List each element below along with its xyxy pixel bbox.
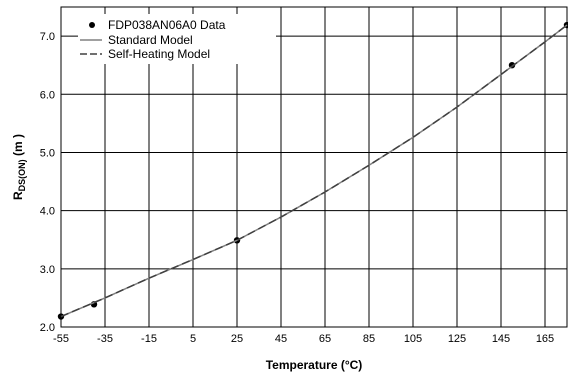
x-axis-ticks: -55 -35 -15 5 25 45 65 85 105 125 145 165 <box>53 333 554 345</box>
y-axis-title-subscript: DS(ON) <box>17 159 27 191</box>
self-heating-model-line <box>60 24 568 318</box>
x-tick-label: 125 <box>448 333 466 345</box>
x-tick-label: 65 <box>319 333 331 345</box>
x-axis-title: Temperature (°C) <box>266 358 363 372</box>
legend: FDP038AN06A0 Data Standard Model Self-He… <box>78 14 276 64</box>
y-axis-title: RDS(ON) (m ) <box>11 134 27 200</box>
x-tick-label: 85 <box>363 333 375 345</box>
y-axis-title-unit: (m ) <box>11 134 25 159</box>
x-tick-label: -15 <box>141 333 157 345</box>
y-axis-title-main: R <box>11 191 25 200</box>
y-axis-ticks: 2.0 3.0 4.0 5.0 6.0 7.0 <box>40 31 55 334</box>
legend-marker-data <box>89 22 95 28</box>
x-tick-label: 45 <box>275 333 287 345</box>
x-tick-label: 165 <box>536 333 554 345</box>
legend-label-self-heating: Self-Heating Model <box>108 47 210 61</box>
x-tick-label: 145 <box>492 333 510 345</box>
y-tick-label: 6.0 <box>40 89 55 101</box>
x-tick-label: -55 <box>53 333 69 345</box>
series-layer <box>57 21 568 320</box>
y-tick-label: 7.0 <box>40 31 55 43</box>
x-tick-label: 105 <box>404 333 422 345</box>
legend-label-data: FDP038AN06A0 Data <box>108 18 226 32</box>
legend-label-standard: Standard Model <box>108 33 193 47</box>
legend-background <box>78 14 276 64</box>
standard-model-line <box>60 24 568 318</box>
y-tick-label: 4.0 <box>40 206 55 218</box>
y-tick-label: 2.0 <box>40 322 55 334</box>
plot-frame <box>60 6 568 328</box>
x-tick-label: 25 <box>231 333 243 345</box>
x-tick-label: -35 <box>97 333 113 345</box>
x-tick-label: 5 <box>190 333 196 345</box>
y-tick-label: 5.0 <box>40 147 55 159</box>
y-tick-label: 3.0 <box>40 264 55 276</box>
